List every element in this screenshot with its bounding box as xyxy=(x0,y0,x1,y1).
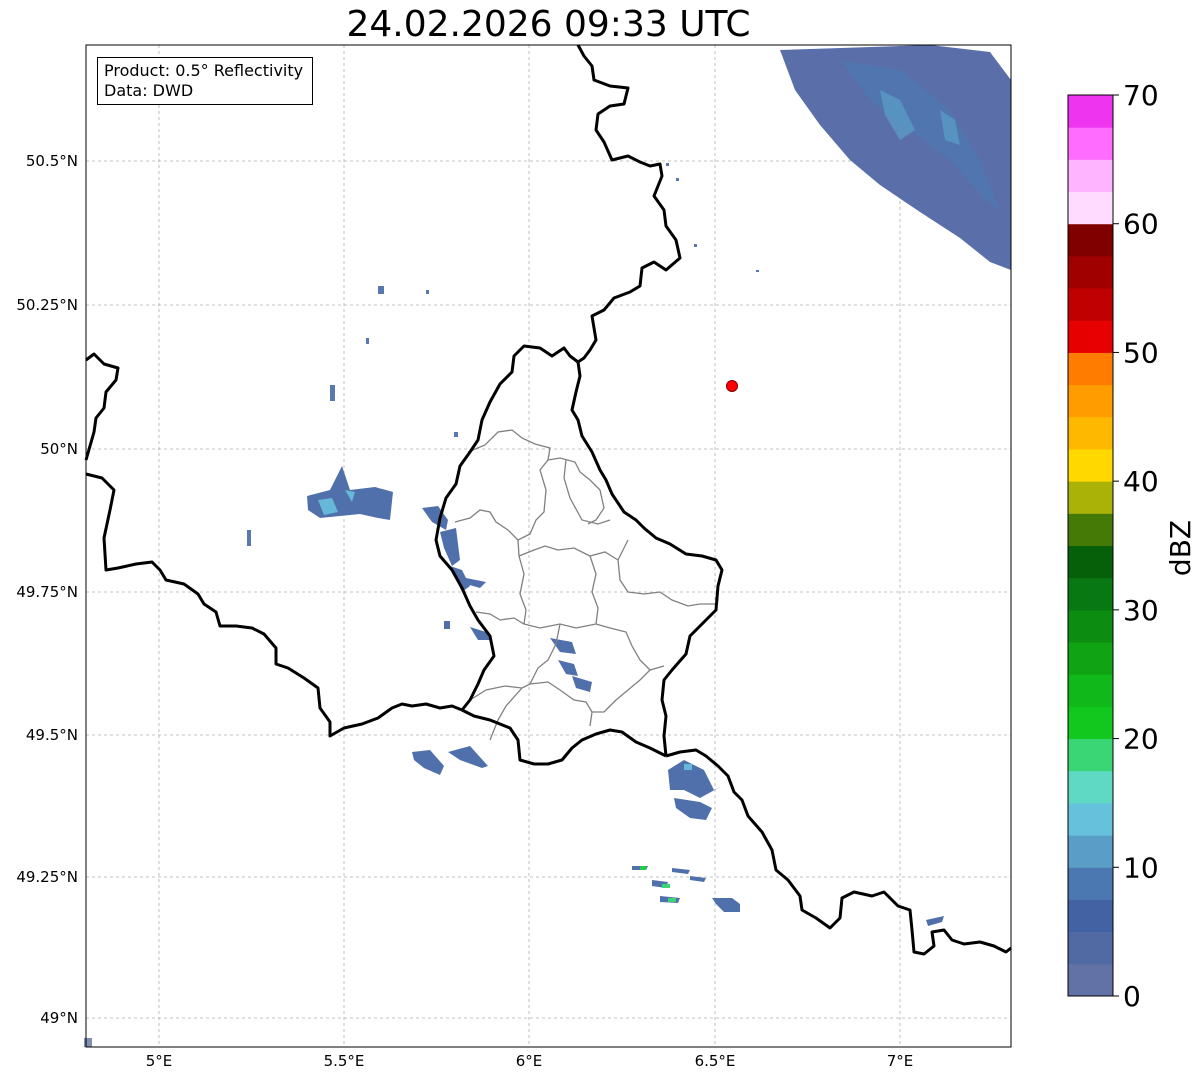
map-frame xyxy=(85,44,1012,1048)
lon-tick-label: 5.5°E xyxy=(324,1052,365,1070)
product-info-box: Product: 0.5° Reflectivity Data: DWD xyxy=(97,57,313,105)
colorbar-tick-label: 0 xyxy=(1123,980,1141,1013)
echo-speck xyxy=(444,621,450,629)
colorbar-swatch xyxy=(1068,481,1113,514)
colorbar-tick-label: 30 xyxy=(1123,594,1159,627)
colorbar-swatch xyxy=(1068,320,1113,353)
colorbar-swatch xyxy=(1068,963,1113,997)
colorbar-swatch xyxy=(1068,835,1113,868)
colorbar-swatch xyxy=(1068,127,1113,160)
colorbar-swatch xyxy=(1068,191,1113,225)
colorbar-swatch xyxy=(1068,416,1113,450)
product-label: Product: 0.5° Reflectivity xyxy=(104,61,304,80)
echo-speck xyxy=(684,764,692,770)
lat-tick-label: 49.75°N xyxy=(16,583,78,601)
echo-lux-interior xyxy=(550,638,592,692)
colorbar-swatch xyxy=(1068,288,1113,321)
colorbar-swatch xyxy=(1068,674,1113,707)
longitude-ticks: 5°E 5.5°E 6°E 6.5°E 7°E xyxy=(146,1052,914,1070)
border-france-germany xyxy=(665,748,1012,956)
echo-speck xyxy=(366,338,369,344)
border-luxembourg-belgium xyxy=(434,344,579,711)
latitude-ticks: 50.5°N 50.25°N 50°N 49.75°N 49.5°N 49.25… xyxy=(16,152,78,1027)
colorbar-tick-label: 40 xyxy=(1123,465,1159,498)
colorbar-swatch xyxy=(1068,384,1113,418)
colorbar-swatch xyxy=(1068,545,1113,579)
colorbar-swatch xyxy=(1068,223,1113,257)
colorbar-swatch xyxy=(1068,931,1113,965)
border-belgium-france xyxy=(85,472,463,738)
echo-northeast-band xyxy=(780,45,1011,270)
map-area xyxy=(86,45,1011,1047)
colorbar xyxy=(1068,95,1113,997)
echo-northeast-band-highlight xyxy=(880,90,960,145)
colorbar-swatch xyxy=(1068,159,1113,193)
lat-tick-label: 50.5°N xyxy=(26,152,78,170)
colorbar-tick-label: 60 xyxy=(1123,208,1159,241)
canton-borders xyxy=(454,429,716,741)
echo-speck xyxy=(668,898,676,902)
colorbar-swatch xyxy=(1068,95,1113,128)
lat-tick-label: 50.25°N xyxy=(16,296,78,314)
colorbar-swatch xyxy=(1068,770,1113,804)
echo-speck xyxy=(694,244,697,247)
echo-speck xyxy=(676,178,679,181)
colorbar-swatch xyxy=(1068,609,1113,643)
echo-strip-lux-south xyxy=(470,627,492,640)
colorbar-swatch xyxy=(1068,706,1113,740)
colorbar-label: dBZ xyxy=(1164,520,1197,576)
lat-tick-label: 50°N xyxy=(40,440,78,458)
echo-strip-lux-west xyxy=(422,506,486,592)
echo-cluster-west-core xyxy=(318,490,355,515)
radar-site-marker xyxy=(726,380,738,392)
colorbar-swatch xyxy=(1068,448,1113,482)
echo-speck xyxy=(330,385,335,401)
echo-speck xyxy=(426,290,429,294)
border-luxembourg-france xyxy=(461,708,667,766)
colorbar-swatch xyxy=(1068,255,1113,289)
lon-tick-label: 6°E xyxy=(516,1052,543,1070)
echo-speck xyxy=(378,286,384,294)
colorbar-swatch xyxy=(1068,899,1113,933)
lon-tick-label: 7°E xyxy=(887,1052,914,1070)
lon-tick-label: 5°E xyxy=(146,1052,173,1070)
colorbar-tick-label: 10 xyxy=(1123,851,1159,884)
border-belgium-germany xyxy=(570,44,724,757)
colorbar-swatch xyxy=(1068,577,1113,611)
colorbar-tick-label: 50 xyxy=(1123,336,1159,369)
echo-northeast-band-detail xyxy=(840,60,1000,210)
echo-speck xyxy=(454,432,458,437)
border-belgium-france-northwest xyxy=(84,352,120,461)
colorbar-tick-label: 20 xyxy=(1123,723,1159,756)
lat-tick-label: 49.5°N xyxy=(26,726,78,744)
colorbar-swatch xyxy=(1068,513,1113,546)
echo-speck xyxy=(666,163,669,166)
data-source-label: Data: DWD xyxy=(104,81,194,100)
lon-tick-label: 6.5°E xyxy=(695,1052,736,1070)
colorbar-ticks: 0 10 20 30 40 50 60 70 xyxy=(1113,79,1159,1013)
colorbar-swatch xyxy=(1068,352,1113,386)
country-borders xyxy=(84,44,1012,956)
echo-speck xyxy=(84,1038,92,1047)
colorbar-swatch xyxy=(1068,802,1113,836)
echo-cluster-southeast xyxy=(668,760,722,820)
echo-speck xyxy=(662,884,670,888)
colorbar-tick-label: 70 xyxy=(1123,79,1159,112)
echo-speck xyxy=(756,270,759,272)
echo-speck xyxy=(640,866,646,870)
colorbar-frame xyxy=(1067,94,1114,997)
lat-tick-label: 49°N xyxy=(40,1009,78,1027)
echo-cluster-southwest xyxy=(412,746,488,775)
colorbar-swatch xyxy=(1068,738,1113,772)
echo-speck xyxy=(247,530,251,546)
colorbar-swatch xyxy=(1068,642,1113,675)
map-title: 24.02.2026 09:33 UTC xyxy=(346,4,751,45)
colorbar-swatch xyxy=(1068,867,1113,900)
radar-echoes xyxy=(84,45,1011,1047)
lat-tick-label: 49.25°N xyxy=(16,868,78,886)
